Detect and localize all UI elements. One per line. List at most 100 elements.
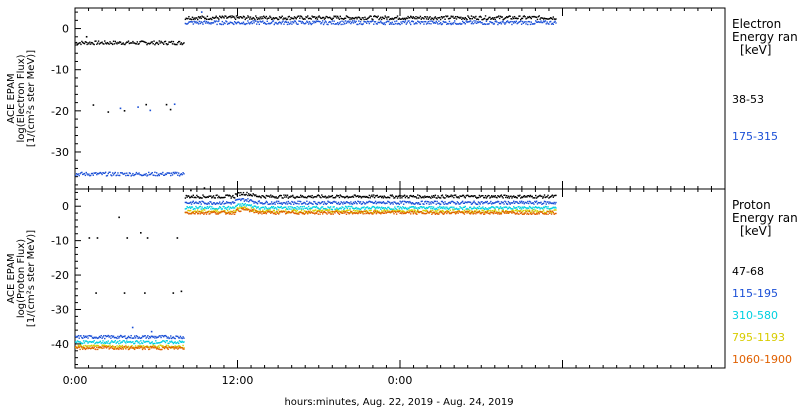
data-point (370, 195, 372, 198)
data-point (94, 342, 96, 345)
data-point (96, 341, 98, 343)
data-point (219, 201, 221, 203)
data-point (286, 23, 289, 26)
data-point (497, 16, 499, 18)
data-point (449, 212, 452, 215)
data-point (214, 212, 217, 214)
data-point (358, 202, 361, 204)
data-point (344, 20, 347, 22)
data-point (383, 195, 386, 197)
data-point (181, 43, 183, 46)
data-point (420, 196, 422, 199)
data-point (126, 346, 129, 348)
data-point (101, 173, 103, 176)
data-point (526, 17, 528, 20)
data-point (427, 196, 430, 198)
data-point (76, 336, 79, 338)
data-point (359, 210, 362, 213)
data-point (279, 17, 282, 19)
data-point (386, 202, 388, 204)
data-point (527, 20, 530, 23)
data-point (276, 200, 278, 202)
data-point (424, 200, 427, 203)
data-point (531, 15, 533, 18)
data-point (491, 206, 494, 208)
data-point (435, 211, 437, 213)
data-point (199, 196, 202, 199)
data-point (531, 209, 533, 212)
data-point (307, 15, 309, 17)
data-point (120, 348, 123, 350)
data-point (176, 335, 178, 338)
data-point (387, 206, 389, 209)
data-point (364, 208, 366, 211)
data-point (545, 18, 547, 20)
data-point (551, 18, 554, 20)
data-point (299, 206, 302, 208)
data-point (119, 346, 121, 349)
data-point (258, 23, 261, 26)
data-point (329, 202, 332, 204)
data-point (523, 195, 525, 197)
data-point (542, 17, 544, 19)
series-47-68 (88, 187, 557, 294)
data-point (321, 21, 323, 24)
data-point (503, 206, 505, 208)
data-point (495, 210, 497, 213)
data-point (422, 203, 424, 205)
data-point (307, 23, 310, 25)
data-point (85, 41, 87, 43)
data-point (425, 209, 428, 211)
data-point (119, 41, 122, 43)
data-point (359, 201, 362, 203)
data-point (450, 211, 452, 214)
data-point (523, 212, 525, 214)
data-point (309, 22, 312, 24)
data-point (349, 203, 351, 205)
data-point (534, 213, 536, 215)
data-point (468, 209, 471, 212)
data-point (439, 203, 441, 205)
data-point (406, 22, 408, 24)
data-point (542, 206, 545, 208)
data-point (235, 205, 238, 207)
data-point (485, 197, 488, 199)
data-point (555, 209, 557, 211)
data-point (351, 196, 353, 198)
data-point (384, 210, 386, 213)
data-point (526, 207, 528, 210)
data-point (355, 212, 357, 214)
data-point (527, 210, 530, 212)
data-point (268, 195, 270, 197)
data-point (271, 211, 274, 213)
data-point (94, 172, 96, 174)
data-point (391, 201, 393, 204)
data-point (322, 213, 324, 215)
data-point (181, 347, 183, 349)
data-point (375, 202, 378, 205)
data-point (219, 196, 221, 199)
data-point (334, 23, 336, 25)
data-point (218, 20, 220, 22)
data-point (513, 17, 515, 20)
data-point (230, 21, 232, 24)
data-point (533, 23, 535, 25)
data-point (251, 22, 253, 25)
data-point (115, 336, 117, 339)
data-point (333, 206, 335, 208)
data-point (331, 202, 334, 204)
data-point (360, 203, 363, 205)
data-point (229, 15, 231, 17)
data-point (98, 172, 101, 174)
data-point (542, 197, 544, 199)
data-point (422, 209, 424, 212)
data-point (505, 20, 508, 23)
data-point (104, 40, 106, 42)
data-point (245, 193, 247, 196)
data-point (495, 20, 497, 22)
data-point (83, 172, 86, 175)
data-point (422, 17, 424, 19)
data-point (393, 208, 395, 210)
data-point (236, 208, 239, 210)
data-point (402, 211, 404, 213)
